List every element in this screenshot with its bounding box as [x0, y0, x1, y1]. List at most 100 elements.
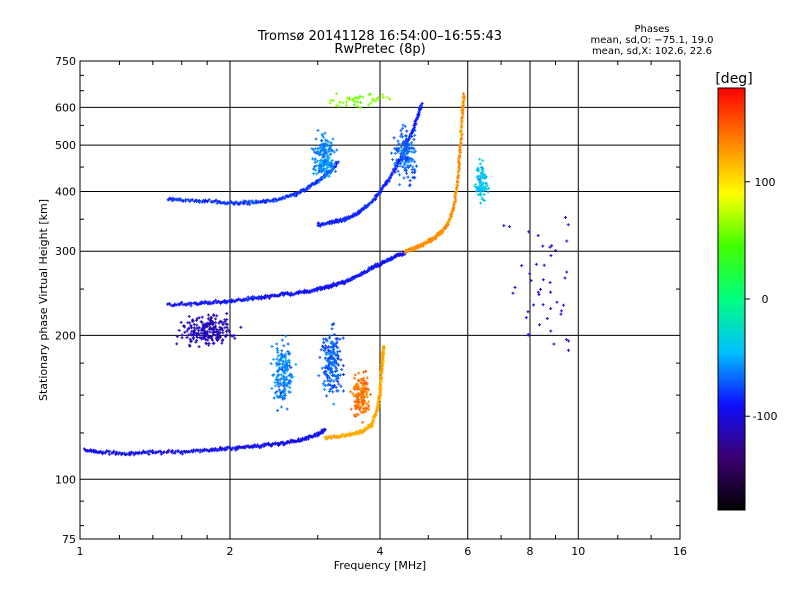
data-point: [324, 166, 328, 170]
data-point: [476, 193, 480, 197]
x-tick-label: 8: [527, 545, 534, 558]
data-point: [461, 92, 465, 96]
legend-line-o: mean, sd,O: −75.1, 19.0: [591, 35, 714, 46]
data-point: [536, 290, 540, 294]
data-point: [167, 448, 171, 452]
data-point: [208, 300, 212, 304]
data-point: [399, 134, 403, 138]
data-point: [481, 167, 485, 171]
data-point: [481, 188, 485, 192]
data-point: [410, 170, 414, 174]
data-point: [319, 150, 323, 154]
data-point: [205, 323, 209, 327]
data-point: [413, 176, 417, 180]
data-point: [272, 396, 276, 400]
data-point: [322, 142, 326, 146]
data-point: [104, 450, 108, 454]
data-point: [212, 200, 216, 204]
data-point: [414, 164, 418, 168]
data-point: [393, 165, 397, 169]
data-point: [312, 172, 316, 176]
data-point: [177, 328, 181, 332]
data-point: [246, 295, 250, 299]
data-point: [202, 326, 206, 330]
data-point: [318, 355, 322, 359]
data-point: [381, 359, 385, 363]
data-point: [214, 198, 218, 202]
x-tick-label: 16: [673, 545, 687, 558]
data-point: [367, 202, 371, 206]
data-point: [208, 325, 212, 329]
chart-subtitle: RwPretec (8p): [334, 42, 425, 57]
data-point: [548, 245, 552, 249]
data-point: [182, 325, 186, 329]
data-point: [323, 131, 327, 135]
data-point: [391, 158, 395, 162]
data-point: [275, 199, 279, 203]
data-point: [320, 366, 324, 370]
data-point: [401, 142, 405, 146]
data-point: [317, 168, 321, 172]
y-tick-label: 75: [62, 533, 76, 546]
data-point: [349, 407, 353, 411]
data-point: [316, 222, 320, 226]
data-point: [180, 333, 184, 337]
data-point: [195, 317, 199, 321]
data-point: [396, 139, 400, 143]
data-point: [352, 103, 356, 107]
data-point: [358, 106, 362, 110]
y-tick-label: 200: [55, 329, 76, 342]
data-point: [526, 310, 530, 314]
data-point: [398, 173, 402, 177]
data-point: [330, 168, 334, 172]
data-point: [330, 352, 334, 356]
data-point: [402, 162, 406, 166]
data-point: [338, 373, 342, 377]
data-point: [314, 147, 318, 151]
data-point: [401, 123, 405, 127]
data-point: [276, 369, 280, 373]
data-point: [210, 320, 214, 324]
data-point: [361, 420, 365, 424]
data-point: [361, 393, 365, 397]
data-point: [334, 337, 338, 341]
data-point: [483, 186, 487, 190]
data-point: [326, 379, 330, 383]
data-point: [307, 437, 311, 441]
data-point: [355, 404, 359, 408]
data-point: [195, 323, 199, 327]
data-point: [283, 196, 287, 200]
data-point: [345, 103, 349, 107]
data-point: [327, 148, 331, 152]
data-point: [325, 358, 329, 362]
data-point: [330, 374, 334, 378]
data-point: [285, 369, 289, 373]
data-point: [566, 348, 570, 352]
data-point: [420, 101, 424, 105]
data-point: [405, 149, 409, 153]
data-point: [401, 135, 405, 139]
data-point: [275, 389, 279, 393]
data-point: [545, 317, 549, 321]
data-point: [554, 249, 558, 253]
data-point: [192, 332, 196, 336]
data-point: [315, 159, 319, 163]
data-point: [326, 157, 330, 161]
data-point: [249, 297, 253, 301]
data-point: [224, 322, 228, 326]
data-point: [276, 354, 280, 358]
data-point: [317, 374, 321, 378]
data-point: [315, 172, 319, 176]
data-point: [526, 333, 530, 337]
data-point: [175, 342, 179, 346]
data-point: [337, 104, 341, 108]
data-point: [400, 152, 404, 156]
data-point: [310, 147, 314, 151]
data-point: [169, 303, 173, 307]
data-point: [561, 303, 565, 307]
data-point: [360, 397, 364, 401]
data-point: [334, 92, 338, 96]
data-point: [233, 336, 237, 340]
data-point: [230, 448, 234, 452]
data-point: [319, 170, 323, 174]
